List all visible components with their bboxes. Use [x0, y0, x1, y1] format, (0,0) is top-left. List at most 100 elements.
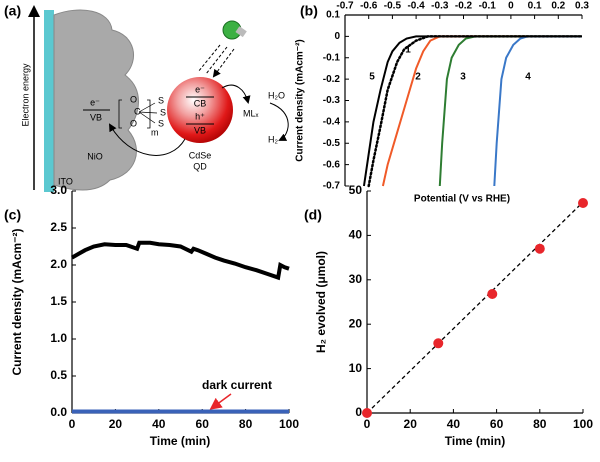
data-point [487, 289, 498, 300]
y-tick-label: 10 [349, 361, 363, 375]
x-axis-title: Potential (V vs RHE) [414, 194, 510, 205]
y-tick-label: 0 [355, 405, 362, 419]
y-tick-label: -0.1 [323, 52, 341, 63]
y-tick-label: 2.5 [50, 220, 67, 234]
label: VB [194, 125, 206, 135]
series-label: 4 [525, 72, 531, 83]
x-tick-label: 40 [152, 417, 166, 431]
label: C [134, 106, 141, 116]
label: MLₓ [243, 108, 259, 118]
x-tick-label: -0.4 [407, 1, 425, 12]
x-axis-title: Time (min) [445, 434, 505, 448]
hole-transfer-arrow [109, 123, 186, 156]
series-line [71, 240, 290, 281]
y-tick-label: -0.7 [323, 181, 341, 192]
label: e⁻ [195, 84, 205, 94]
x-tick-label: 80 [533, 417, 547, 431]
x-tick-label: -0.2 [455, 1, 473, 12]
x-tick-label: 100 [573, 417, 593, 431]
y-tick-label: 50 [349, 183, 363, 197]
label: H₂O [268, 90, 285, 100]
nio-particle [53, 9, 139, 191]
reaction-arrow [269, 102, 289, 141]
y-tick-label: -0.5 [323, 138, 341, 149]
x-tick-label: 60 [490, 417, 504, 431]
ito-electrode [44, 10, 54, 192]
series-line [381, 35, 582, 187]
y-tick-label: 0.0 [50, 405, 67, 419]
light-arrow [197, 44, 235, 76]
y-tick-label: 3.0 [50, 183, 67, 197]
panel-label: (a) [4, 3, 21, 19]
y-tick-label: -0.6 [323, 159, 341, 170]
x-tick-label: 60 [196, 417, 210, 431]
x-tick-label: 0 [69, 417, 76, 431]
x-tick-label: 0.1 [528, 1, 542, 12]
y-tick-label: 40 [349, 228, 363, 242]
y-tick-label: 0 [334, 31, 340, 42]
x-tick-label: 100 [279, 417, 299, 431]
x-tick-label: -0.6 [360, 1, 378, 12]
linker-bond [138, 102, 158, 124]
y-tick-label: 1.5 [50, 294, 67, 308]
series-line [362, 35, 582, 187]
label: S [158, 118, 164, 128]
x-tick-label: 0 [508, 1, 514, 12]
y-axis-title: Current density (mAcm⁻²) [295, 39, 306, 162]
annotation-arrow [209, 393, 232, 410]
bulb-base [235, 26, 247, 38]
energy-label: Electron energy [20, 63, 30, 127]
label: ITO [58, 176, 73, 186]
label: e⁻ [90, 97, 100, 107]
label: O [130, 118, 137, 128]
x-tick-label: 40 [447, 417, 461, 431]
series-line [438, 35, 582, 187]
data-point [578, 197, 588, 208]
annotation: dark current [202, 378, 272, 392]
quantum-dot [167, 77, 233, 143]
y-tick-label: -0.3 [323, 95, 341, 106]
y-tick-label: 1.0 [50, 331, 67, 345]
data-point [362, 408, 372, 418]
series-label: 3 [460, 72, 466, 83]
x-tick-label: 80 [239, 417, 253, 431]
y-tick-label: 0.1 [326, 10, 340, 21]
label: CdSe [189, 150, 212, 160]
data-point [534, 243, 545, 254]
series-line [367, 35, 584, 188]
panel-label: (b) [300, 3, 318, 19]
y-tick-label: 2.0 [50, 257, 67, 271]
y-tick-label: 20 [349, 316, 363, 330]
label: QD [193, 161, 207, 171]
y-axis-title: Current density (mAcm⁻²) [10, 228, 24, 375]
label: VB [90, 112, 102, 122]
x-axis-title: Time (min) [150, 434, 210, 448]
x-tick-label: 0.2 [551, 1, 565, 12]
y-tick-label: 0.5 [50, 368, 67, 382]
series-label: 2 [415, 72, 421, 83]
x-tick-label: 20 [109, 417, 123, 431]
y-tick-label: -0.4 [323, 117, 341, 128]
data-point [433, 338, 444, 349]
series-label: 1 [405, 45, 411, 56]
y-tick-label: 30 [349, 272, 363, 286]
label: H₂ [268, 134, 278, 144]
electron-transfer-arrow [221, 84, 251, 104]
series-line [366, 201, 584, 414]
label: S [160, 107, 166, 117]
label: O [130, 94, 137, 104]
x-tick-label: 20 [404, 417, 418, 431]
label: NiO [87, 151, 103, 161]
x-tick-label: -0.1 [479, 1, 497, 12]
diagram: (a) Electron energy ITO NiO e⁻ VB O C O … [4, 3, 289, 192]
x-tick-label: 0 [364, 417, 371, 431]
linker-bracket [118, 99, 151, 129]
label: S [158, 95, 164, 105]
label: CB [194, 98, 207, 108]
panel-label: (d) [304, 207, 322, 223]
x-tick-label: -0.3 [431, 1, 449, 12]
panel-label: (c) [4, 207, 21, 223]
x-tick-label: -0.5 [384, 1, 402, 12]
series-label: 5 [369, 72, 375, 83]
